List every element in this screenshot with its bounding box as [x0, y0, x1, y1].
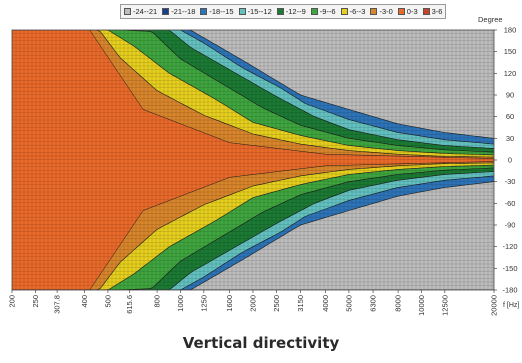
legend-label: -9--6: [319, 7, 336, 16]
x-tick-label: 2000: [249, 295, 258, 312]
x-axis-label: f [Hz]: [503, 302, 520, 309]
x-tick-label: 10000: [417, 295, 426, 316]
legend-label: -18--15: [209, 7, 234, 16]
legend-item: -24--21: [124, 7, 157, 16]
legend-swatch: [397, 8, 405, 15]
legend-label: 3-6: [431, 7, 443, 16]
legend-label: -12--9: [285, 7, 306, 16]
x-tick-label: 1600: [225, 295, 234, 312]
x-tick-label: 20000: [490, 295, 499, 316]
legend-label: -15--12: [247, 7, 272, 16]
y-axis-label: Degree: [478, 15, 503, 24]
x-tick-label: 800: [153, 295, 162, 308]
y-tick-label: -60: [505, 199, 516, 208]
y-tick-label: 120: [504, 69, 517, 78]
legend-item: 3-6: [422, 7, 443, 16]
legend-item: 0-3: [397, 7, 418, 16]
legend-item: -15--12: [238, 7, 272, 16]
y-tick-label: 60: [506, 112, 514, 121]
legend-label: -6--3: [349, 7, 366, 16]
legend-swatch: [162, 8, 170, 15]
x-tick-label: 1000: [176, 295, 185, 312]
legend-item: -12--9: [276, 7, 306, 16]
y-tick-label: -150: [502, 264, 517, 273]
y-tick-label: 180: [504, 26, 517, 35]
x-tick-label: 400: [80, 295, 89, 308]
legend-label: -21--18: [171, 7, 196, 16]
grid: [12, 30, 494, 290]
y-tick-label: -30: [505, 177, 516, 186]
legend-item: -3-0: [370, 7, 393, 16]
legend-item: -18--15: [200, 7, 234, 16]
y-tick-label: -120: [502, 242, 517, 251]
chart-title: Vertical directivity: [182, 334, 340, 352]
y-tick-label: -90: [505, 221, 516, 230]
legend-item: -6--3: [340, 7, 366, 16]
x-tick-label: 250: [31, 295, 40, 308]
x-tick-label: 4000: [321, 295, 330, 312]
x-tick-label: 200: [8, 295, 17, 308]
x-tick-label: 307.8: [53, 295, 62, 314]
legend-item: -9--6: [310, 7, 336, 16]
y-tick-label: -180: [502, 286, 517, 295]
y-tick-label: 0: [508, 156, 512, 165]
legend: -24--21 -21--18 -18--15 -15--12 -12--9 -9--6 -…: [120, 4, 447, 19]
legend-label: -3-0: [379, 7, 393, 16]
legend-swatch: [200, 8, 208, 15]
x-tick-label: 3150: [296, 295, 305, 312]
legend-swatch: [276, 8, 284, 15]
legend-swatch: [310, 8, 318, 15]
y-tick-label: 150: [504, 47, 517, 56]
x-tick-label: 615.6: [125, 295, 134, 314]
legend-item: -21--18: [162, 7, 195, 16]
legend-swatch: [370, 8, 378, 15]
legend-swatch: [340, 8, 348, 15]
y-tick-label: 90: [506, 91, 514, 100]
x-tick-label: 2500: [272, 295, 281, 312]
x-tick-label: 5000: [344, 295, 353, 312]
x-tick-label: 8000: [394, 295, 403, 312]
x-tick-label: 1250: [199, 295, 208, 312]
plot-area: [12, 30, 494, 290]
x-tick-label: 500: [103, 295, 112, 308]
legend-swatch: [124, 8, 131, 15]
legend-label: -24--21: [133, 7, 158, 16]
legend-swatch: [238, 8, 246, 15]
y-tick-label: 30: [506, 134, 514, 143]
legend-swatch: [422, 8, 430, 15]
contour-band-center: [12, 30, 494, 290]
x-tick-label: 12500: [440, 295, 449, 316]
legend-label: 0-3: [406, 7, 418, 16]
x-tick-label: 6300: [369, 295, 378, 312]
